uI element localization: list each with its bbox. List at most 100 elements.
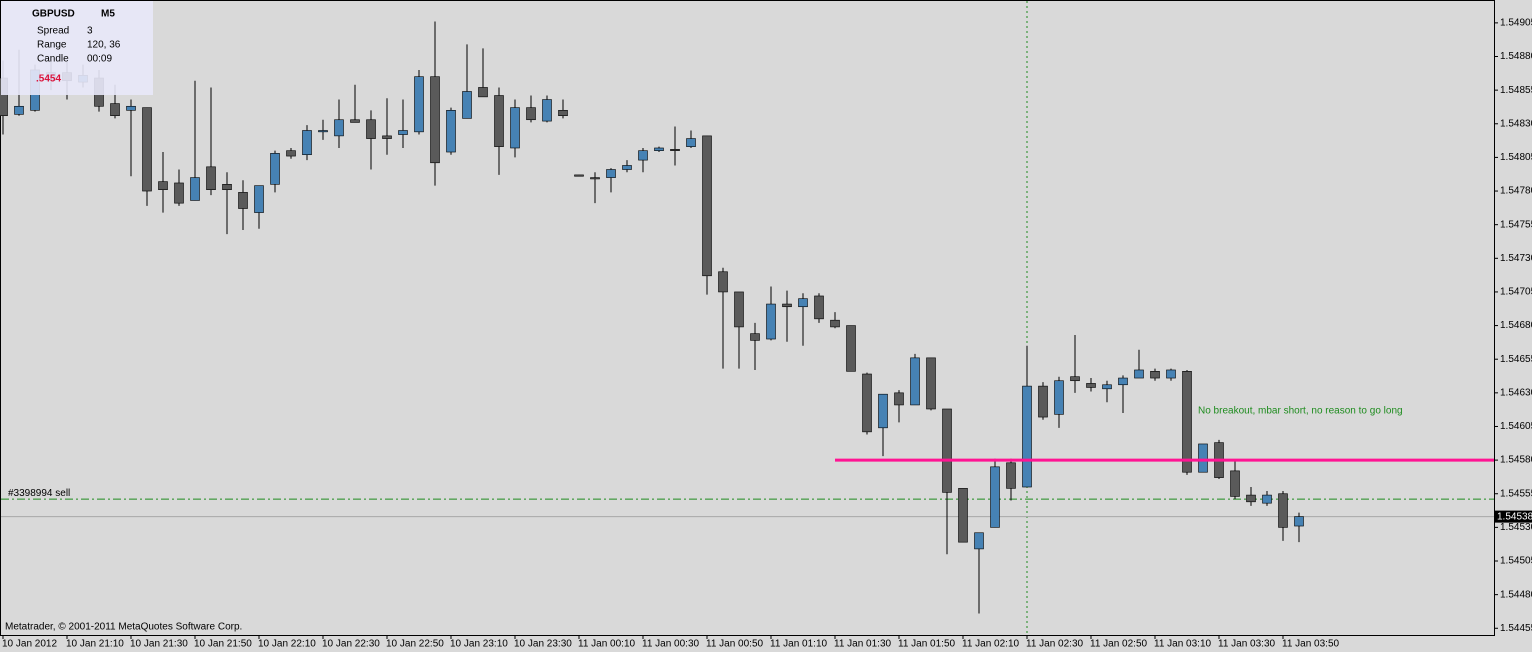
info-price: .5454: [36, 74, 61, 85]
x-tick-label: 11 Jan 00:10: [578, 639, 636, 650]
candle-body: [414, 76, 424, 133]
y-tick-label: 1.54480: [1500, 589, 1532, 600]
candle-body: [1038, 385, 1048, 418]
candle-body: [686, 138, 696, 147]
y-tick-label: 1.54505: [1500, 556, 1532, 567]
candle-body: [350, 119, 360, 123]
info-value: 120, 36: [87, 40, 121, 51]
y-tick-label: 1.54555: [1500, 488, 1532, 499]
y-tick-label: 1.54630: [1500, 387, 1532, 398]
candle-body: [1150, 371, 1160, 379]
candle-body: [1118, 377, 1128, 386]
x-tick-label: 11 Jan 00:30: [642, 639, 700, 650]
x-tick-label: 11 Jan 01:50: [898, 639, 956, 650]
candle-body: [526, 107, 536, 121]
candle-body: [190, 177, 200, 201]
x-tick-label: 11 Jan 00:50: [706, 639, 764, 650]
candle-body: [286, 150, 296, 157]
candle-body: [1262, 494, 1272, 504]
candle-body: [510, 107, 520, 149]
y-tick-label: 1.54705: [1500, 287, 1532, 298]
x-tick-label: 10 Jan 21:30: [130, 639, 188, 650]
candle-body: [990, 466, 1000, 528]
candle-body: [878, 393, 888, 429]
candle-body: [1102, 384, 1112, 390]
candle-body: [606, 169, 616, 178]
candle-body: [974, 532, 984, 550]
candle-body: [238, 192, 248, 209]
candle-body: [1134, 369, 1144, 379]
x-tick-label: 10 Jan 2012: [2, 639, 57, 650]
y-tick-label: 1.54855: [1500, 85, 1532, 96]
candle-body: [590, 177, 600, 180]
candle-body: [142, 107, 152, 192]
y-tick-label: 1.54730: [1500, 253, 1532, 264]
x-tick-label: 11 Jan 02:10: [962, 639, 1020, 650]
candle-body: [494, 95, 504, 147]
footer: Metatrader, © 2001-2011 MetaQuotes Softw…: [5, 622, 242, 633]
candle-body: [1182, 371, 1192, 473]
candle-body: [1166, 369, 1176, 379]
candle-body: [1278, 493, 1288, 528]
info-box: [1, 1, 153, 95]
symbol: GBPUSD: [32, 9, 75, 20]
info-key: Spread: [37, 26, 69, 37]
candle-body: [1230, 470, 1240, 497]
x-tick-label: 11 Jan 03:50: [1282, 639, 1340, 650]
info-value: 00:09: [87, 54, 112, 65]
candle-body: [830, 319, 840, 328]
candle-body: [926, 357, 936, 410]
candle-body: [782, 303, 792, 308]
info-key: Candle: [37, 54, 69, 65]
candle-body: [1006, 462, 1016, 489]
candle-body: [222, 184, 232, 190]
y-tick-label: 1.54755: [1500, 219, 1532, 230]
candle-body: [958, 488, 968, 543]
plot-area: [0, 0, 1495, 636]
candle-body: [1246, 494, 1256, 503]
order-label: #3398994 sell: [8, 488, 70, 499]
candle-body: [110, 103, 120, 116]
x-tick-label: 11 Jan 02:30: [1026, 639, 1084, 650]
candle-body: [14, 105, 24, 115]
candle-body: [1198, 443, 1208, 473]
y-tick-label: 1.54680: [1500, 320, 1532, 331]
candle-body: [1022, 385, 1032, 488]
x-tick-label: 11 Jan 02:50: [1090, 639, 1148, 650]
candle-body: [1086, 383, 1096, 388]
candle-body: [1070, 376, 1080, 382]
candle-body: [942, 408, 952, 493]
x-tick-label: 10 Jan 21:10: [66, 639, 124, 650]
candle-body: [558, 110, 568, 116]
x-tick-label: 10 Jan 22:10: [258, 639, 316, 650]
candle-body: [750, 333, 760, 341]
candle-body: [462, 91, 472, 119]
x-tick-label: 10 Jan 23:30: [514, 639, 572, 650]
x-tick-label: 11 Jan 01:10: [770, 639, 828, 650]
candle-body: [734, 291, 744, 328]
timeframe: M5: [101, 9, 115, 20]
candle-body: [766, 303, 776, 340]
candle-body: [1054, 380, 1064, 415]
candle-body: [638, 150, 648, 161]
x-tick-label: 11 Jan 03:30: [1218, 639, 1276, 650]
info-value: 3: [87, 26, 93, 37]
candle-body: [430, 76, 440, 164]
y-tick-label: 1.54830: [1500, 118, 1532, 129]
y-tick-label: 1.54605: [1500, 421, 1532, 432]
candle-body: [798, 298, 808, 308]
candle-body: [174, 182, 184, 204]
bid-label: 1.54538: [1497, 511, 1532, 522]
y-tick-label: 1.54880: [1500, 51, 1532, 62]
y-tick-label: 1.54530: [1500, 522, 1532, 533]
candle-body: [126, 105, 136, 111]
candle-body: [910, 357, 920, 406]
y-tick-label: 1.54805: [1500, 152, 1532, 163]
candle-body: [574, 174, 584, 177]
x-tick-label: 10 Jan 22:50: [386, 639, 444, 650]
candle-body: [654, 147, 664, 151]
y-tick-label: 1.54580: [1500, 455, 1532, 466]
candle-body: [302, 130, 312, 156]
